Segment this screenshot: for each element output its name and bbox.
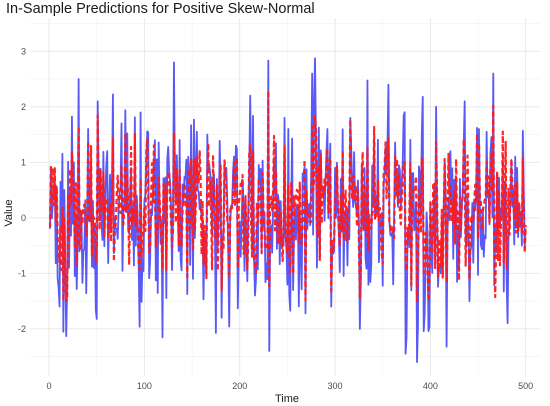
y-tick-label: 1 [21, 157, 26, 167]
x-tick-label: 300 [328, 381, 343, 391]
x-axis-title: Time [275, 393, 299, 405]
x-tick-label: 0 [47, 381, 52, 391]
x-tick-label: 400 [423, 381, 438, 391]
x-tick-label: 200 [232, 381, 247, 391]
x-tick-label: 500 [518, 381, 533, 391]
y-axis-title: Value [3, 199, 15, 226]
y-tick-label: -2 [18, 324, 26, 334]
tick-labels: 0 100 200 300 400 500 -2 -1 0 1 2 3 [18, 46, 533, 391]
y-tick-label: 2 [21, 102, 26, 112]
x-tick-label: 100 [137, 381, 152, 391]
y-tick-label: -1 [18, 268, 26, 278]
series-layer [48, 57, 527, 364]
chart-title: In-Sample Predictions for Positive Skew-… [6, 1, 315, 17]
y-tick-label: 3 [21, 46, 26, 56]
series-line-predicted [48, 89, 527, 303]
y-tick-label: 0 [21, 213, 26, 223]
